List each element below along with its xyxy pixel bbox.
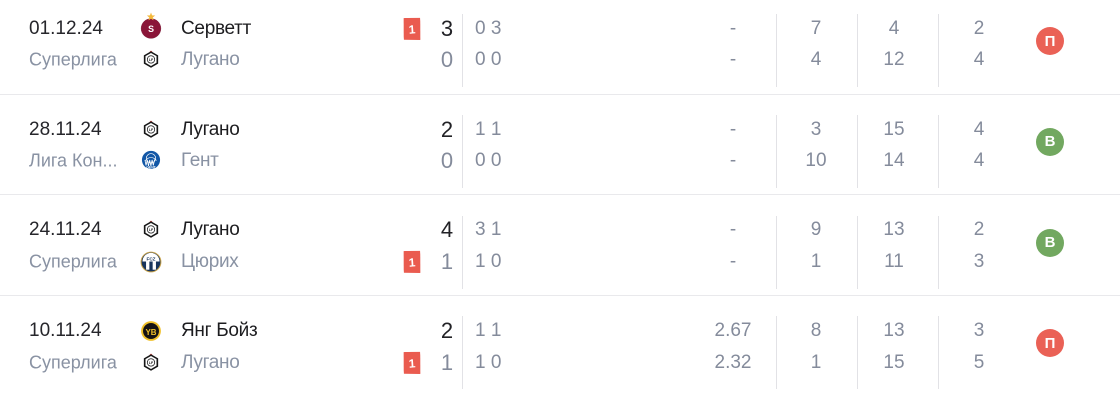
svg-text:S: S [148,24,154,34]
svg-text:FCZ: FCZ [146,257,155,262]
svg-text:GENT: GENT [146,166,156,170]
svg-text:YB: YB [145,328,156,337]
